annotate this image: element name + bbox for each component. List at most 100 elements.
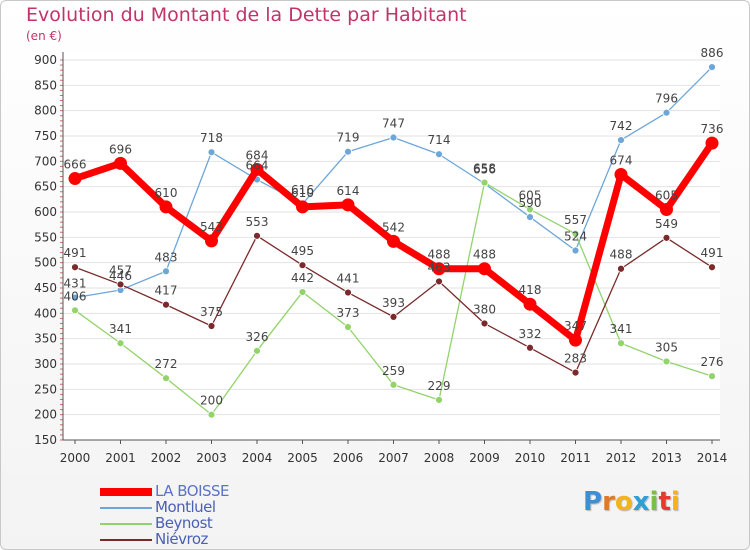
data-point	[296, 200, 309, 214]
data-label: 886	[701, 46, 724, 60]
data-label: 442	[291, 271, 314, 285]
data-point	[708, 263, 716, 272]
data-point	[71, 293, 79, 302]
data-point	[387, 234, 400, 248]
y-tick-label: 250	[34, 382, 57, 396]
data-point	[114, 156, 127, 170]
data-point	[662, 357, 671, 366]
data-label: 718	[200, 131, 223, 145]
data-label: 696	[109, 142, 132, 156]
data-label: 431	[64, 277, 87, 291]
logo-letter: r	[602, 487, 615, 517]
data-point	[71, 306, 79, 315]
x-tick-label: 2006	[333, 451, 364, 465]
data-point	[478, 262, 491, 276]
data-point	[480, 319, 489, 328]
data-label: 610	[291, 186, 314, 200]
data-point	[571, 229, 580, 238]
data-label: 259	[382, 364, 405, 378]
y-tick-label: 600	[34, 205, 57, 219]
data-label: 742	[610, 119, 633, 133]
data-label: 272	[155, 357, 178, 371]
data-label: 229	[428, 379, 451, 393]
y-tick-label: 500	[34, 256, 57, 270]
data-label: 524	[564, 230, 587, 244]
data-label: 441	[337, 272, 360, 286]
data-label: 610	[155, 186, 178, 200]
data-label: 488	[610, 248, 633, 262]
logo-letter: i	[670, 487, 680, 517]
data-point	[71, 263, 79, 272]
data-point	[571, 368, 580, 377]
data-label: 488	[473, 248, 496, 262]
data-point	[662, 233, 671, 242]
data-label: 656	[473, 163, 496, 177]
data-point	[344, 288, 352, 297]
data-point	[207, 148, 216, 157]
data-label: 605	[655, 188, 678, 202]
y-tick-label: 300	[34, 357, 57, 371]
data-label: 332	[519, 327, 542, 341]
data-label: 590	[519, 196, 542, 210]
chart-unit-label: (en €)	[26, 29, 62, 43]
x-tick-label: 2002	[151, 451, 182, 465]
legend-swatch	[100, 488, 152, 496]
logo-letter: o	[614, 487, 633, 517]
y-tick-label: 450	[34, 281, 57, 295]
data-point	[389, 380, 398, 389]
data-label: 417	[155, 284, 178, 298]
data-point	[569, 333, 582, 347]
data-label: 483	[155, 250, 178, 264]
data-label: 542	[382, 220, 405, 234]
y-tick-label: 700	[34, 154, 57, 168]
data-point	[298, 288, 307, 296]
data-label: 418	[519, 283, 542, 297]
logo-letter: i	[649, 487, 659, 517]
data-label: 796	[655, 92, 678, 106]
data-label: 658	[473, 162, 496, 176]
y-tick-label: 400	[34, 306, 57, 320]
y-tick-label: 850	[34, 78, 57, 92]
data-label: 736	[701, 122, 724, 136]
data-label: 747	[382, 117, 405, 131]
data-point	[389, 312, 398, 321]
data-label: 491	[64, 246, 87, 260]
y-tick-label: 200	[34, 408, 57, 422]
x-tick-label: 2014	[697, 451, 728, 465]
x-tick-label: 2011	[560, 451, 591, 465]
legend-label: Beynost	[155, 514, 213, 532]
data-point	[662, 108, 671, 117]
x-tick-label: 2008	[424, 451, 455, 465]
data-label: 684	[246, 148, 269, 162]
x-tick-label: 2004	[242, 451, 273, 465]
x-tick-label: 2010	[515, 451, 546, 465]
y-tick-label: 800	[34, 104, 57, 118]
data-label: 549	[655, 217, 678, 231]
data-label: 674	[610, 154, 633, 168]
data-point	[344, 323, 352, 331]
legend-swatch	[100, 507, 152, 509]
data-label: 719	[337, 131, 360, 145]
data-label: 491	[701, 246, 724, 260]
data-point	[298, 261, 307, 270]
data-label: 543	[200, 220, 223, 234]
legend-swatch	[100, 523, 152, 525]
data-label: 341	[610, 322, 633, 336]
data-point	[526, 213, 534, 221]
data-label: 463	[428, 260, 451, 274]
data-point	[205, 234, 218, 248]
legend-label: Niévroz	[155, 530, 208, 548]
data-point	[389, 133, 398, 142]
proxiti-logo: Proxiti	[583, 487, 680, 517]
legend-label: LA BOISSE	[155, 482, 230, 500]
x-tick-label: 2001	[105, 451, 136, 465]
data-point	[116, 280, 125, 289]
data-label: 347	[564, 319, 587, 333]
data-point	[708, 63, 716, 71]
legend-swatch	[100, 539, 152, 541]
x-tick-label: 2007	[378, 451, 409, 465]
data-label: 406	[64, 289, 87, 303]
data-point	[207, 322, 216, 330]
data-label: 373	[337, 306, 360, 320]
chart-title: Evolution du Montant de la Dette par Hab…	[26, 4, 467, 26]
